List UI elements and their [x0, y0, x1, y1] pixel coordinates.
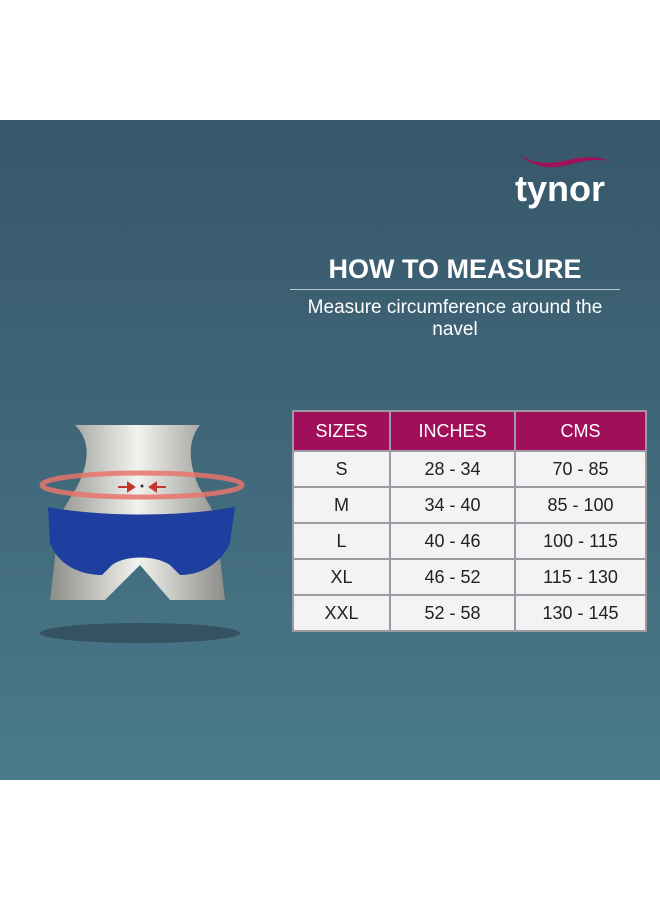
inches-cell: 46 - 52: [389, 558, 516, 596]
cms-cell: 85 - 100: [514, 486, 647, 524]
table-row: S 28 - 34 70 - 85: [292, 450, 647, 488]
measure-instruction: Measure circumference around the navel: [307, 297, 603, 340]
brand-swoosh-logo: [520, 154, 612, 168]
size-cell: M: [292, 486, 391, 524]
size-cell: XL: [292, 558, 391, 596]
header-cms: CMS: [514, 410, 647, 452]
cms-cell: 115 - 130: [514, 558, 647, 596]
size-chart-table: SIZES INCHES CMS S 28 - 34 70 - 85 M 34 - 4…: [292, 410, 647, 632]
cms-cell: 130 - 145: [514, 594, 647, 632]
table-header-row: SIZES INCHES CMS: [292, 410, 647, 452]
size-cell: L: [292, 522, 391, 560]
inches-cell: 34 - 40: [389, 486, 516, 524]
page-title: HOW TO MEASURE: [328, 254, 582, 284]
cms-cell: 100 - 115: [514, 522, 647, 560]
inches-cell: 52 - 58: [389, 594, 516, 632]
size-cell: S: [292, 450, 391, 488]
table-row: M 34 - 40 85 - 100: [292, 486, 647, 524]
inches-cell: 40 - 46: [389, 522, 516, 560]
mannequin-illustration: [39, 425, 245, 643]
cms-cell: 70 - 85: [514, 450, 647, 488]
table-row: XL 46 - 52 115 - 130: [292, 558, 647, 596]
inches-cell: 28 - 34: [389, 450, 516, 488]
table-row: L 40 - 46 100 - 115: [292, 522, 647, 560]
size-cell: XXL: [292, 594, 391, 632]
header-sizes: SIZES: [292, 410, 391, 452]
header-inches: INCHES: [389, 410, 516, 452]
brand-logo-text: tynor: [515, 168, 605, 209]
table-row: XXL 52 - 58 130 - 145: [292, 594, 647, 632]
divider: [290, 289, 620, 290]
